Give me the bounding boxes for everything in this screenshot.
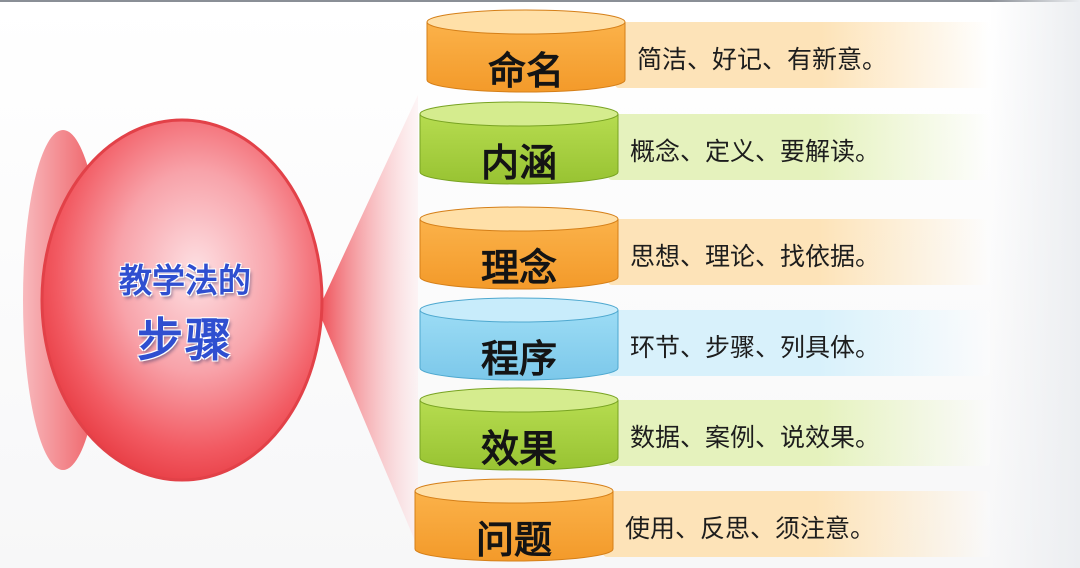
cylinder-shape (419, 297, 619, 381)
step-label: 效果 (480, 427, 557, 471)
step-cylinder: 理念 (418, 205, 620, 291)
step-label: 内涵 (480, 141, 557, 185)
step-description: 数据、案例、说效果。 (630, 423, 881, 452)
step-label: 命名 (487, 49, 564, 93)
cylinder-shape (426, 9, 626, 93)
step-desc-bar (608, 219, 990, 285)
step-label: 问题 (475, 518, 552, 562)
step-desc-bar (615, 22, 990, 88)
step-label: 程序 (480, 337, 557, 381)
step-description: 思想、理论、找依据。 (630, 242, 881, 271)
step-description: 简洁、好记、有新意。 (637, 45, 888, 74)
ellipse-front (42, 120, 322, 480)
step-desc-bar (608, 400, 990, 466)
step-desc-bar (608, 310, 990, 376)
step-label: 理念 (480, 246, 557, 290)
top-border-line (0, 0, 1080, 2)
cylinder-shape (414, 478, 614, 562)
step-description: 环节、步骤、列具体。 (630, 333, 881, 362)
step-cylinder: 命名 (425, 8, 627, 94)
step-cylinder: 效果 (418, 386, 620, 472)
title-line-2: 步骤 (137, 313, 233, 367)
step-desc-bar (608, 114, 990, 180)
title-line-1: 教学法的 (119, 261, 251, 300)
step-cylinder: 程序 (418, 296, 620, 382)
right-shade-band (990, 0, 1080, 568)
step-desc-bar (603, 491, 990, 557)
ellipse-rim (40, 118, 324, 482)
cylinder-shape (419, 101, 619, 185)
connector-fan (318, 95, 418, 548)
step-description: 概念、定义、要解读。 (630, 137, 881, 166)
step-cylinder: 内涵 (418, 100, 620, 186)
step-cylinder: 问题 (413, 477, 615, 563)
cylinder-shape (419, 387, 619, 471)
cylinder-shape (419, 206, 619, 290)
step-description: 使用、反思、须注意。 (625, 514, 876, 543)
